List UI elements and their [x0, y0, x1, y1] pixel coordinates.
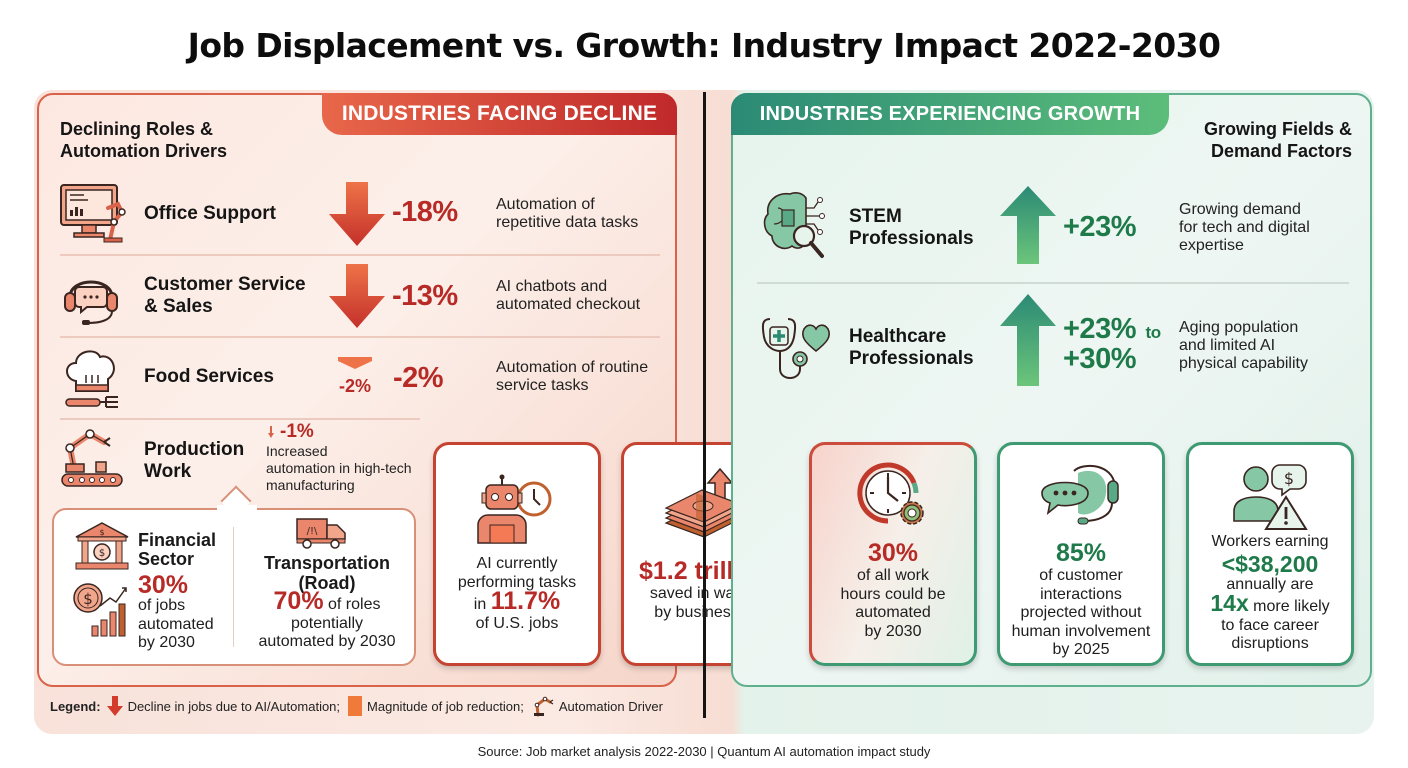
dollar-growth-chart-icon: $ [73, 583, 127, 637]
row-divider [60, 336, 660, 338]
tiny-decline-arrow-icon [268, 426, 274, 438]
decline-tab-header: INDUSTRIES FACING DECLINE [322, 93, 677, 135]
legend-item-magnitude: Magnitude of job reduction; [348, 696, 524, 716]
row-name: Customer Service & Sales [144, 274, 306, 317]
change-value: -1% [280, 421, 314, 442]
change-value: +23% [1063, 211, 1136, 243]
chef-hat-fork-icon [65, 350, 118, 408]
card-text: 30% of all work hours could be automated… [840, 539, 946, 640]
row-name: Production Work [144, 439, 245, 482]
arrow-label: -2% [339, 376, 372, 396]
row-divider [757, 282, 1349, 284]
down-arrow-icon [106, 696, 123, 716]
decline-arrow-icon [329, 264, 385, 328]
row-divider [60, 418, 420, 420]
card-text: AI currently performing tasks in 11.7% o… [457, 555, 577, 632]
row-description: Automation of routine service tasks [496, 359, 649, 394]
growth-heading: Growing Fields & Demand Factors [1203, 119, 1352, 161]
decline-arrow-icon [329, 182, 385, 246]
row-description: AI chatbots and automated checkout [496, 278, 641, 313]
stat-card-customer-interactions: 85% of customer interactions projected w… [997, 442, 1165, 666]
stat-card-ai-tasks: AI currently performing tasks in 11.7% o… [433, 442, 601, 666]
decline-heading: Declining Roles & Automation Drivers [60, 119, 228, 161]
center-divider [703, 92, 706, 716]
brain-circuit-magnifier-icon [763, 192, 825, 258]
stethoscope-heart-icon [761, 318, 831, 379]
card-text: 85% of customer interactions projected w… [1011, 539, 1151, 658]
stat-card-work-hours: 30% of all work hours could be automated… [809, 442, 977, 666]
transport-desc: 70% of roles potentially automated by 20… [258, 587, 396, 651]
orange-bar-icon [348, 696, 363, 716]
change-value: -18% [392, 196, 458, 228]
legend-divider [703, 690, 706, 718]
change-value-max: +30% [1063, 343, 1136, 375]
legend-item-decline: Decline in jobs due to AI/Automation; [106, 696, 340, 716]
row-name: Food Services [144, 366, 274, 387]
callout-notch-mask [217, 505, 257, 515]
svg-text:$: $ [99, 528, 104, 537]
row-name: STEM Professionals [849, 206, 974, 249]
growth-arrow-icon [1000, 186, 1056, 264]
clock-gear-icon [857, 462, 924, 525]
change-value-min: +23% to [1063, 313, 1161, 345]
chat-headset-icon [1041, 464, 1119, 525]
row-divider [60, 254, 660, 256]
financial-title: Financial Sector [138, 530, 217, 569]
svg-text:/!\: /!\ [307, 526, 318, 537]
transport-title: Transportation (Road) [263, 553, 390, 593]
legend-item-driver: Automation Driver [532, 695, 663, 717]
stat-card-low-earners: $ Workers earning <$38,200 annually are … [1186, 442, 1354, 666]
change-value: -2% [393, 362, 444, 394]
financial-desc: of jobs automated by 2030 [138, 597, 214, 651]
small-decline-arrow-icon [338, 357, 372, 369]
truck-icon: /!\ [296, 518, 346, 549]
change-value: -13% [392, 280, 458, 312]
growth-arrow-icon [1000, 294, 1056, 386]
row-name: Office Support [144, 203, 276, 224]
row-description: Increased automation in high-tech manufa… [266, 443, 412, 493]
growth-tab-header: INDUSTRIES EXPERIENCING GROWTH [731, 93, 1169, 135]
card-text: Workers earning <$38,200 annually are 14… [1210, 533, 1330, 652]
svg-text:$: $ [83, 590, 93, 608]
robot-clock-icon [477, 474, 552, 544]
financial-value: 30% [138, 571, 189, 599]
robot-arm-conveyor-icon [61, 429, 123, 487]
row-description: Aging population and limited AI physical… [1179, 319, 1308, 372]
worker-dollar-warning-icon: $ [1233, 464, 1308, 530]
svg-text:$: $ [1284, 469, 1294, 488]
legend: Legend: Decline in jobs due to AI/Automa… [50, 695, 671, 717]
headset-chat-icon [64, 280, 118, 325]
source-note: Source: Job market analysis 2022-2030 | … [477, 744, 931, 759]
svg-text:$: $ [99, 548, 105, 559]
page-title: Job Displacement vs. Growth: Industry Im… [187, 26, 1221, 65]
bank-building-icon: $ $ [75, 522, 129, 570]
row-description: Growing demand for tech and digital expe… [1179, 201, 1310, 254]
robot-arm-icon [533, 696, 554, 717]
row-name: Healthcare Professionals [849, 326, 974, 369]
callout-divider [233, 527, 234, 647]
row-description: Automation of repetitive data tasks [496, 196, 639, 231]
computer-robot-arm-icon [60, 184, 126, 243]
